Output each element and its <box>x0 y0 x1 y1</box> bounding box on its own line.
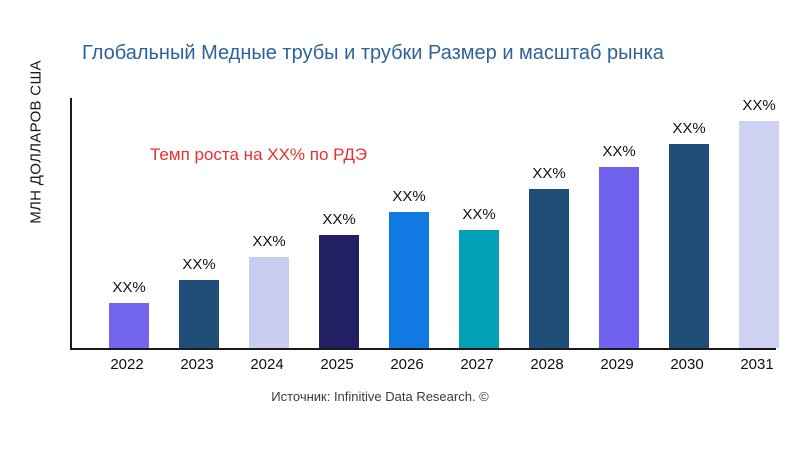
x-tick-label-2031: 2031 <box>740 356 774 373</box>
bar-value-label-2030: XX% <box>672 120 706 137</box>
x-tick-label-2024: 2024 <box>250 356 284 373</box>
bar-value-label-2022: XX% <box>112 279 146 296</box>
bar-2031 <box>739 121 779 348</box>
bar-value-label-2025: XX% <box>322 211 356 228</box>
bar-2024 <box>249 257 289 348</box>
chart-title: Глобальный Медные трубы и трубки Размер … <box>82 42 664 64</box>
x-tick-label-2026: 2026 <box>390 356 424 373</box>
x-tick-label-2030: 2030 <box>670 356 704 373</box>
x-tick-label-2025: 2025 <box>320 356 354 373</box>
x-tick-label-2023: 2023 <box>180 356 214 373</box>
bar-value-label-2024: XX% <box>252 233 286 250</box>
x-tick-label-2028: 2028 <box>530 356 564 373</box>
x-tick-label-2029: 2029 <box>600 356 634 373</box>
bar-2026 <box>389 212 429 348</box>
x-axis: 2022 2023 2024 2025 2026 2027 2028 2029 2030 2031 <box>70 356 776 376</box>
plot-area: XX% XX% XX% XX% XX% XX% XX% XX% XX% XX% <box>70 97 779 350</box>
bar-value-label-2031: XX% <box>742 97 776 114</box>
bar-2025 <box>319 235 359 348</box>
x-tick-label-2022: 2022 <box>110 356 144 373</box>
bar-value-label-2029: XX% <box>602 143 636 160</box>
bar-2027 <box>459 230 499 348</box>
bar-2028 <box>529 189 569 348</box>
bar-2023 <box>179 280 219 348</box>
growth-rate-annotation: Темп роста на XX% по РДЭ <box>150 145 368 164</box>
bar-2022 <box>109 303 149 348</box>
x-tick-label-2027: 2027 <box>460 356 494 373</box>
bar-value-label-2028: XX% <box>532 165 566 182</box>
source-note: Источник: Infinitive Data Research. © <box>271 389 489 404</box>
bar-value-label-2026: XX% <box>392 188 426 205</box>
bar-value-label-2027: XX% <box>462 206 496 223</box>
bar-2030 <box>669 144 709 348</box>
bar-2029 <box>599 167 639 348</box>
bar-value-label-2023: XX% <box>182 256 216 273</box>
y-axis-label: МЛН ДОЛЛАРОВ США <box>27 60 45 224</box>
